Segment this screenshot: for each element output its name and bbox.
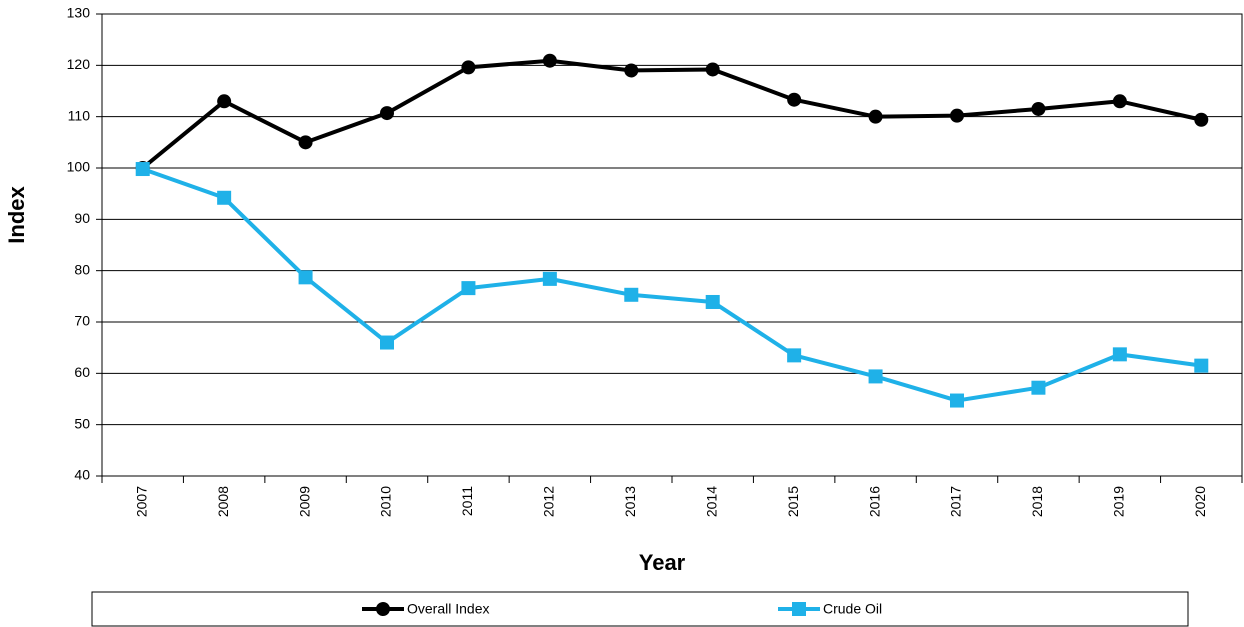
y-tick-label: 80 <box>74 261 90 277</box>
data-point <box>461 60 476 75</box>
data-point <box>298 270 313 285</box>
data-point <box>787 92 802 107</box>
data-point <box>1194 358 1209 373</box>
data-point <box>217 190 232 205</box>
series-line <box>142 167 1202 403</box>
x-tick-label: 2013 <box>622 486 638 517</box>
data-point <box>868 109 883 124</box>
legend-marker <box>792 602 806 616</box>
x-tick-label: 2014 <box>703 486 719 517</box>
y-tick-label: 120 <box>67 56 91 72</box>
data-point <box>1112 94 1127 109</box>
data-point <box>624 63 639 78</box>
x-tick-label: 2020 <box>1192 486 1208 517</box>
y-tick-label: 100 <box>67 159 91 175</box>
data-point <box>624 287 639 302</box>
x-tick-label: 2011 <box>459 486 475 516</box>
legend-box <box>91 591 1189 627</box>
x-tick-label: 2012 <box>541 486 557 517</box>
x-tick-label: 2008 <box>215 486 231 517</box>
data-point <box>1031 380 1046 395</box>
x-tick-label: 2016 <box>866 486 882 517</box>
legend-marker <box>376 602 390 616</box>
data-point <box>217 94 232 109</box>
data-point <box>542 271 557 286</box>
y-axis-title: Index <box>4 186 29 244</box>
y-tick-label: 60 <box>74 364 90 380</box>
x-tick-label: 2009 <box>296 486 312 517</box>
y-tick-label: 50 <box>74 415 90 431</box>
x-tick-label: 2017 <box>948 486 964 517</box>
x-tick-label: 2007 <box>133 486 149 517</box>
legend-label: Crude Oil <box>823 601 882 617</box>
data-point <box>950 393 964 408</box>
x-tick-label: 2018 <box>1029 486 1045 517</box>
x-axis-title: Year <box>639 550 686 575</box>
data-point <box>705 62 720 77</box>
data-point <box>542 53 557 68</box>
data-point <box>1031 101 1046 116</box>
data-point <box>1112 347 1127 362</box>
y-tick-label: 40 <box>74 467 90 483</box>
y-tick-label: 110 <box>68 107 91 123</box>
data-point <box>950 108 964 123</box>
x-tick-label: 2015 <box>785 486 801 517</box>
data-point <box>298 135 313 150</box>
data-point <box>380 106 394 121</box>
y-tick-label: 90 <box>74 210 90 226</box>
legend-label: Overall Index <box>407 601 489 617</box>
data-point <box>868 369 883 384</box>
series-line <box>141 58 1202 170</box>
data-point <box>380 335 394 350</box>
data-point <box>787 348 802 363</box>
data-point <box>705 294 720 309</box>
data-point <box>461 281 476 296</box>
x-tick-label: 2019 <box>1111 486 1127 517</box>
y-tick-label: 70 <box>74 313 90 329</box>
data-point <box>1194 112 1209 127</box>
y-tick-label: 130 <box>67 5 91 21</box>
x-tick-label: 2010 <box>378 486 394 517</box>
data-point <box>135 162 150 177</box>
